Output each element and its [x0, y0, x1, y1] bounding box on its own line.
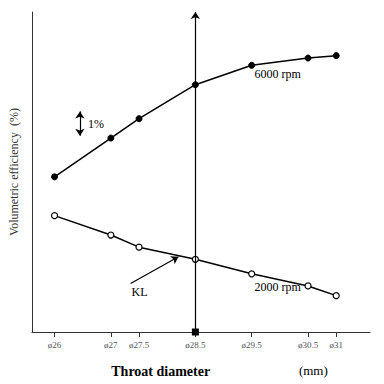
- svg-text:KL: KL: [132, 285, 148, 299]
- svg-text:1%: 1%: [88, 117, 104, 131]
- svg-text:ø27: ø27: [104, 340, 118, 350]
- svg-text:ø26: ø26: [48, 340, 62, 350]
- svg-text:(mm): (mm): [299, 363, 328, 378]
- svg-text:6000 rpm: 6000 rpm: [255, 67, 302, 81]
- svg-text:ø31: ø31: [329, 340, 343, 350]
- svg-text:Volumetric efficiency (%): Volumetric efficiency (%): [7, 108, 21, 236]
- svg-text:ø30.5: ø30.5: [298, 340, 319, 350]
- svg-text:ø29.5: ø29.5: [242, 340, 263, 350]
- svg-text:2000 rpm: 2000 rpm: [255, 280, 302, 294]
- svg-text:Throat diameter: Throat diameter: [111, 364, 210, 379]
- svg-text:ø27.5: ø27.5: [129, 340, 150, 350]
- svg-text:ø28.5: ø28.5: [185, 340, 206, 350]
